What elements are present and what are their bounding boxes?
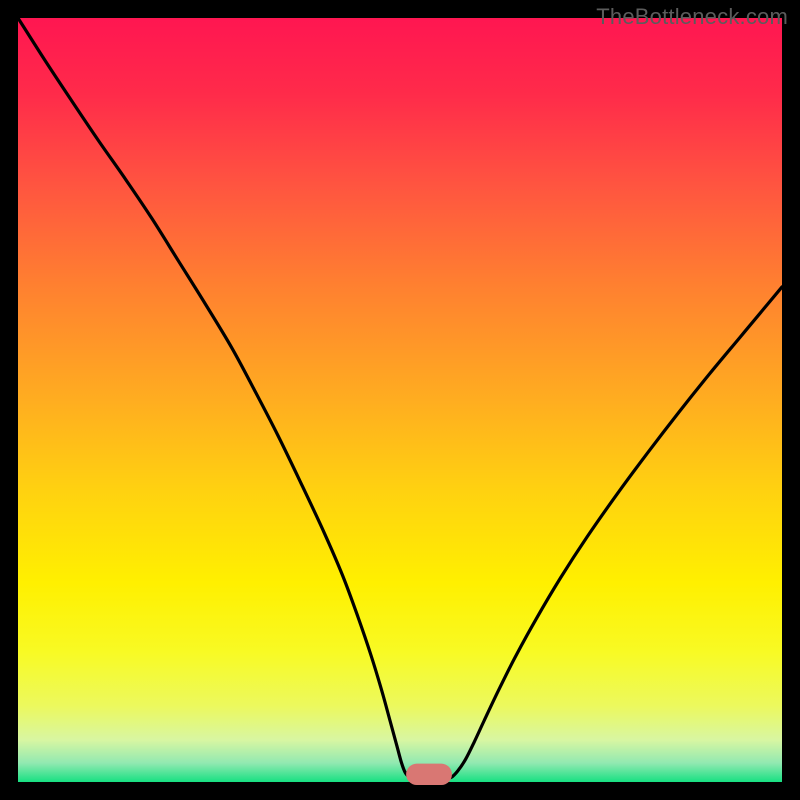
optimum-marker: [406, 764, 452, 785]
watermark-label: TheBottleneck.com: [596, 4, 788, 30]
chart-stage: TheBottleneck.com: [0, 0, 800, 800]
chart-svg: [0, 0, 800, 800]
gradient-plot-area: [18, 18, 782, 782]
